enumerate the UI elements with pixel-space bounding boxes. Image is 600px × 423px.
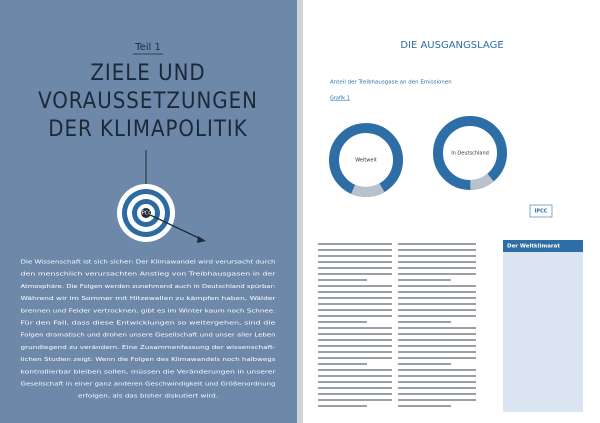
donut-label: In Deutschland <box>451 151 489 157</box>
body-line: Atmosphäre. Die Folgen werden zunehmend … <box>21 284 276 290</box>
text-line <box>318 255 392 257</box>
text-line <box>398 255 476 257</box>
title-line: VORAUSSETZUNGEN <box>38 89 258 114</box>
text-line <box>318 273 392 275</box>
text-line <box>318 393 392 395</box>
text-line <box>318 267 392 269</box>
text-line <box>398 243 476 245</box>
text-line <box>318 243 392 245</box>
body-line: den menschlich verursachten Anstieg von … <box>21 272 277 278</box>
body-line: lichen Studien zeigt: Wenn die Folgen de… <box>21 357 276 363</box>
target <box>117 150 206 243</box>
text-line <box>398 369 476 371</box>
spine <box>297 0 303 423</box>
title-line: ZIELE UND <box>90 61 205 86</box>
text-line <box>398 297 476 299</box>
text-line <box>318 279 367 281</box>
text-line <box>318 381 392 383</box>
text-line <box>398 351 476 353</box>
title-line: DER KLIMAPOLITIK <box>48 117 248 142</box>
body-line: Die Wissenschaft ist sich sicher: Der Kl… <box>21 260 277 266</box>
text-line <box>398 339 476 341</box>
text-line <box>318 291 392 293</box>
text-line <box>318 351 392 353</box>
text-line <box>398 267 476 269</box>
body-line: erfolgen, als das bisher diskutiert wird… <box>78 394 218 400</box>
body-line: brennen und Felder vertrocknen, gibt es … <box>21 308 276 314</box>
text-line <box>318 285 392 287</box>
text-line <box>398 375 476 377</box>
text-line <box>398 405 451 407</box>
text-line <box>318 315 392 317</box>
text-line <box>398 345 476 347</box>
text-line <box>318 369 392 371</box>
text-line <box>318 399 392 401</box>
text-line <box>318 327 392 329</box>
text-line <box>398 261 476 263</box>
text-line <box>318 387 392 389</box>
sidebar-title: Der Weltklimarat <box>507 244 560 250</box>
sidebar <box>503 240 583 412</box>
text-line <box>398 393 476 395</box>
body-line: Folgen dramatisch und drohen unsere Gese… <box>21 333 277 339</box>
text-line <box>398 303 476 305</box>
text-line <box>318 321 367 323</box>
text-line <box>398 399 476 401</box>
chart-title: Anteil der Treibhausgase an den Emission… <box>330 80 452 86</box>
text-line <box>318 363 367 365</box>
text-line <box>318 375 392 377</box>
chart-source: Grafik 1 <box>330 96 350 102</box>
text-line <box>318 297 392 299</box>
body-line: Während wir im Sommer mit Hitzewellen zu… <box>21 296 277 302</box>
target-label: IPCC <box>140 211 152 217</box>
text-line <box>398 291 476 293</box>
text-line <box>398 315 476 317</box>
sidebar-header <box>503 240 583 252</box>
text-line <box>398 387 476 389</box>
text-line <box>318 261 392 263</box>
text-line <box>318 339 392 341</box>
donut-label: Weltweit <box>355 158 377 164</box>
text-line <box>398 279 451 281</box>
body-line: grundlegend zu verändern. Eine Zusammenf… <box>21 345 276 351</box>
body-line: kontrollierbar bleiben sollen, müssen di… <box>21 369 277 375</box>
body-line: Für den Fall, dass diese Entwicklungen s… <box>21 321 277 327</box>
logo: IPCC <box>535 209 548 215</box>
text-line <box>398 321 451 323</box>
body-line: Gesellschaft in einer ganz anderen Gesch… <box>21 382 277 388</box>
text-line <box>398 249 476 251</box>
text-line <box>318 405 367 407</box>
text-line <box>318 345 392 347</box>
donut <box>329 116 507 197</box>
text-line <box>318 309 392 311</box>
text-line <box>398 363 451 365</box>
section-label: Teil 1 <box>134 42 161 53</box>
text-line <box>398 309 476 311</box>
body-text: Die Wissenschaft ist sich sicher: Der Kl… <box>21 260 277 400</box>
text-line <box>398 285 476 287</box>
title: ZIELE UND VORAUSSETZUNGEN DER KLIMAPOLITIK <box>38 61 258 142</box>
logo-box <box>529 204 553 218</box>
page-header: DIE AUSGANGSLAGE <box>400 40 503 51</box>
text-line <box>398 327 476 329</box>
text-line <box>318 303 392 305</box>
text-line <box>398 273 476 275</box>
text-line <box>398 333 476 335</box>
text-line <box>318 249 392 251</box>
text-line <box>398 357 476 359</box>
text-line <box>318 357 392 359</box>
text-line <box>398 381 476 383</box>
text-line <box>318 333 392 335</box>
